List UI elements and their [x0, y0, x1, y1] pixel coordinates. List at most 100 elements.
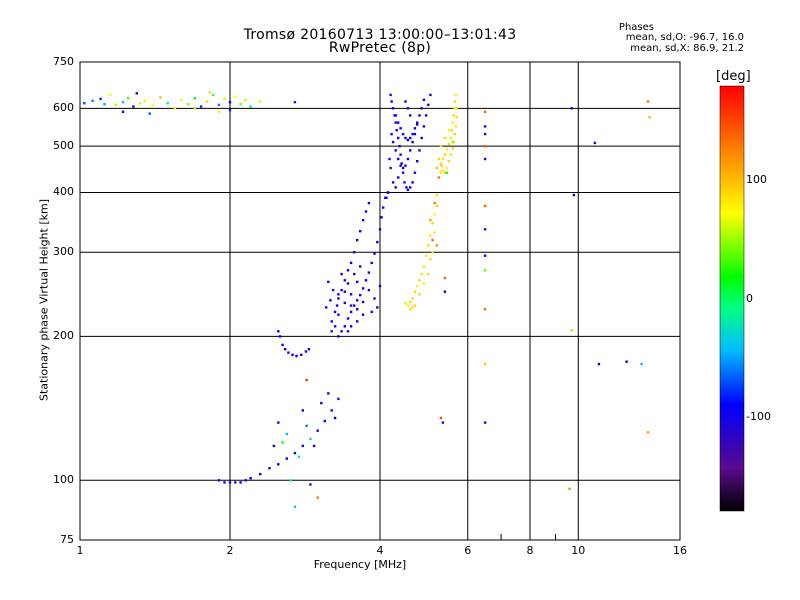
data-point: [397, 157, 400, 161]
data-point: [413, 290, 417, 293]
data-point: [301, 409, 304, 412]
colorbar: [719, 85, 745, 512]
data-point: [399, 153, 402, 156]
data-point: [401, 132, 405, 136]
x-tick-label: 1: [76, 544, 84, 557]
data-point: [427, 244, 430, 247]
data-point: [228, 108, 232, 112]
x-tick-label: 16: [673, 544, 687, 557]
data-point: [382, 206, 385, 209]
data-point: [281, 441, 284, 444]
data-point: [391, 140, 395, 144]
data-point: [173, 107, 176, 110]
data-point: [483, 308, 487, 311]
data-point: [293, 451, 297, 455]
data-point: [420, 136, 423, 140]
data-point: [268, 467, 271, 470]
data-point: [453, 132, 456, 136]
data-point: [397, 176, 400, 179]
data-point: [409, 300, 412, 304]
data-point: [391, 107, 395, 110]
data-point: [454, 125, 458, 128]
data-point: [159, 96, 162, 99]
data-point: [483, 421, 487, 424]
data-point: [418, 293, 421, 296]
data-point: [424, 114, 428, 117]
data-point: [343, 325, 346, 328]
data-point: [148, 112, 151, 115]
data-point: [401, 171, 405, 174]
data-point: [420, 107, 423, 110]
data-point: [244, 479, 247, 482]
data-point: [433, 231, 436, 234]
data-point: [439, 171, 443, 174]
data-point: [400, 162, 403, 165]
data-point: [483, 132, 487, 136]
data-point: [228, 101, 232, 104]
data-point: [435, 204, 438, 208]
data-point: [437, 176, 440, 179]
data-point: [346, 330, 350, 333]
data-point: [109, 93, 112, 97]
data-point: [337, 313, 340, 316]
data-point: [429, 93, 432, 97]
data-point: [445, 148, 449, 151]
data-point: [597, 362, 601, 366]
data-point: [277, 463, 280, 466]
data-point: [403, 181, 406, 184]
data-point: [439, 416, 443, 420]
data-point: [356, 299, 359, 302]
data-point: [431, 251, 434, 254]
y-tick-label: 750: [53, 55, 74, 68]
data-point: [349, 325, 353, 328]
data-point: [289, 479, 293, 482]
data-point: [418, 114, 421, 117]
data-point: [439, 145, 443, 148]
data-point: [441, 421, 445, 424]
data-point: [337, 335, 340, 338]
data-point: [406, 157, 410, 161]
data-point: [217, 479, 221, 482]
data-point: [447, 142, 451, 146]
data-point: [335, 304, 339, 307]
data-point: [452, 114, 455, 117]
data-point: [398, 145, 401, 148]
data-point: [394, 121, 397, 124]
data-point: [234, 481, 237, 484]
data-point: [411, 132, 414, 136]
data-point: [395, 129, 398, 132]
data-point: [420, 272, 423, 276]
data-point: [349, 261, 353, 265]
data-point: [429, 219, 432, 222]
data-point: [394, 186, 397, 189]
colorbar-tick-label: 100: [746, 173, 767, 187]
data-point: [143, 99, 147, 102]
data-point: [416, 123, 419, 126]
data-point: [483, 362, 487, 366]
data-point: [416, 121, 419, 124]
data-point: [364, 210, 368, 213]
data-point: [356, 320, 359, 323]
data-point: [397, 121, 400, 124]
data-point: [361, 313, 365, 316]
data-point: [418, 149, 421, 152]
data-point: [443, 276, 447, 280]
data-point: [441, 169, 445, 172]
data-point: [409, 136, 412, 140]
data-point: [330, 320, 333, 323]
data-point: [411, 140, 414, 144]
data-point: [99, 97, 102, 101]
data-point: [278, 335, 282, 338]
chart-title: Tromsø 20160713 13:00:00–13:01:43: [243, 27, 517, 43]
data-point: [340, 272, 343, 276]
data-point: [138, 102, 142, 105]
data-point: [187, 103, 190, 106]
data-point: [356, 280, 359, 284]
data-point: [249, 105, 252, 108]
data-point: [443, 136, 447, 140]
data-point: [361, 300, 365, 304]
data-point: [445, 171, 449, 174]
data-point: [316, 429, 319, 432]
data-point: [483, 110, 487, 113]
